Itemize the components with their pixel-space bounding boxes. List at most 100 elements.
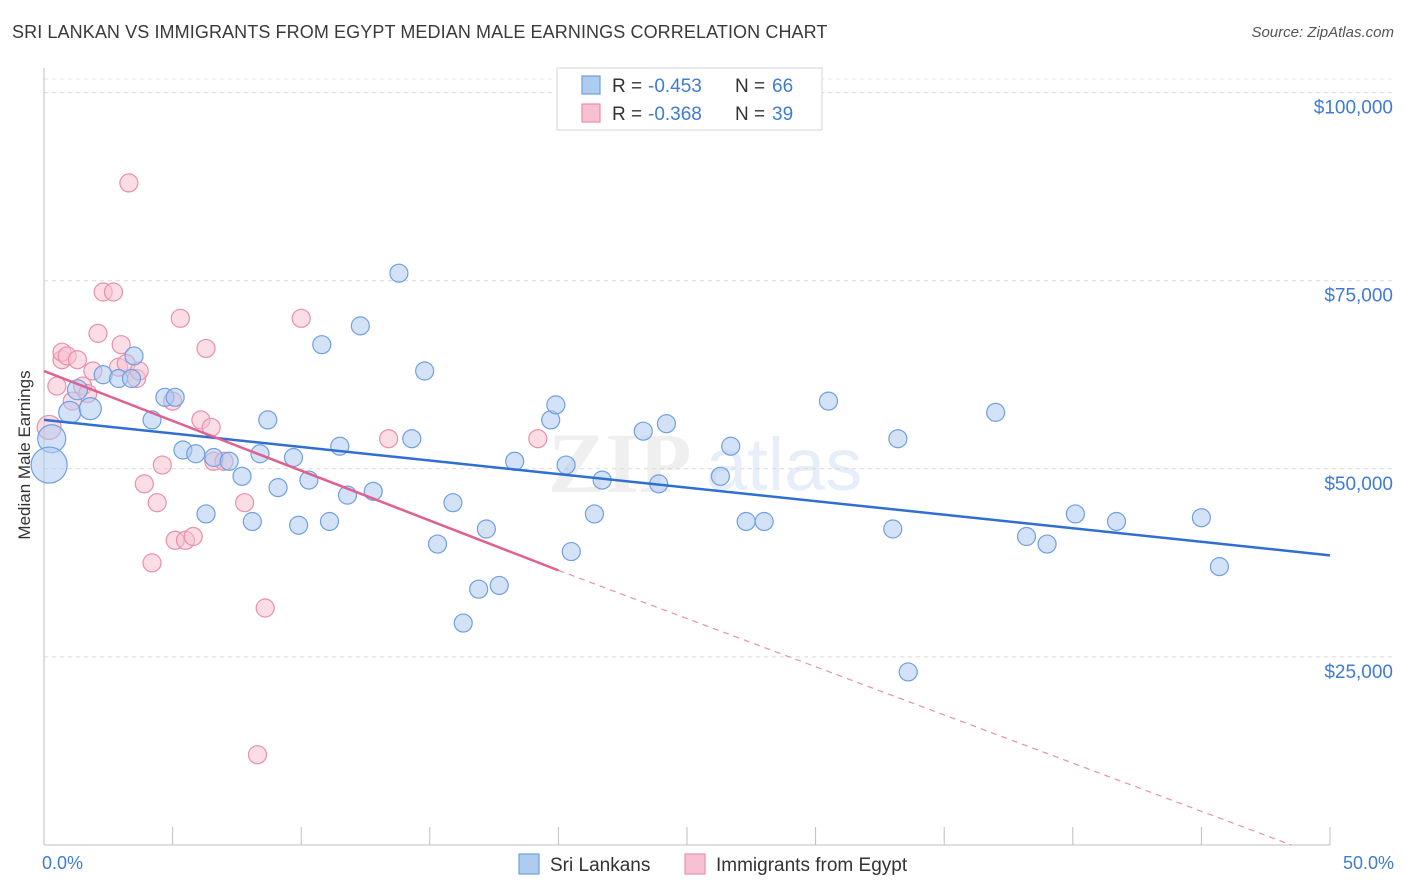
sri-lankan-point-17 [232,466,252,486]
sri-lankan-point-42 [546,395,566,415]
bottom-legend-swatch-sri-lankans [518,853,540,875]
sri-lankan-point-26 [319,511,340,532]
sri-lankan-point-36 [453,613,473,633]
y-tick-label-0: $100,000 [1314,98,1393,119]
sri-lankan-point-4 [78,397,102,421]
egypt-point-12 [103,282,124,302]
stats-legend: R = -0.453 N = 66 R = -0.368 N = 39 [556,67,823,131]
legend-r-label-1: R = [612,76,642,97]
egypt-point-21 [147,493,167,513]
legend-n-label-2: N = [735,104,765,125]
bottom-legend-sri-lankans: Sri Lankans [550,855,650,876]
egypt-trend-extension [558,569,1292,846]
y-tick-label-1: $75,000 [1324,286,1393,307]
egypt-point-6 [67,350,88,370]
sri-lankan-point-54 [818,391,839,411]
sri-lankan-point-60 [1037,534,1057,554]
sri-lankan-point-47 [633,421,653,441]
y-axis-label: Median Male Earnings [15,370,34,539]
egypt-point-27 [183,526,203,547]
sri-lankan-point-64 [1209,557,1230,577]
watermark-atlas: atlas [706,423,862,506]
sri-lankan-point-25 [312,335,332,355]
sri-lankan-point-43 [556,455,576,475]
x-tick-left: 0.0% [42,853,83,873]
sri-lankan-point-2 [58,400,82,424]
egypt-point-22 [152,455,172,475]
egypt-point-38 [528,429,548,449]
sri-lankan-point-1 [30,446,68,484]
sri-lankan-point-39 [489,575,509,596]
legend-n-value-2: 39 [772,104,793,125]
tick-labels: $100,000 $75,000 $50,000 $25,000 [1314,98,1393,683]
sri-lankan-point-22 [283,447,304,468]
sri-lankan-point-32 [402,429,422,449]
x-tick-right: 50.0% [1343,853,1394,873]
series-legend: Sri Lankans Immigrants from Egypt [518,853,908,876]
sri-lankan-point-14 [196,504,216,524]
egypt-point-10 [88,323,108,343]
sri-lankan-point-45 [584,504,605,524]
sri-lankan-point-59 [1016,526,1037,547]
legend-n-label-1: N = [735,76,765,97]
sri-lankan-point-56 [888,429,908,449]
legend-swatch-sri-lankans [581,75,601,95]
y-tick-label-3: $25,000 [1324,662,1393,683]
egypt-point-37 [379,429,399,449]
sri-lankan-point-13 [186,444,206,464]
sri-lankan-point-37 [469,579,489,599]
sri-lankan-point-49 [656,414,677,434]
sri-lankan-trend-line [43,418,1331,557]
sri-lankan-point-7 [121,368,142,389]
egypt-point-14 [111,335,131,355]
egypt-point-25 [170,308,190,328]
egypt-point-33 [235,493,255,513]
sri-lankan-point-35 [443,493,463,513]
sri-lankan-point-61 [1065,504,1085,524]
egypt-point-34 [247,745,268,765]
legend-swatch-egypt [581,103,601,123]
egypt-point-36 [291,308,311,328]
trend-lines [43,369,1331,846]
egypt-point-29 [196,338,216,359]
sri-lankan-point-58 [986,402,1006,422]
egypt-point-35 [255,598,275,618]
sri-lankan-point-55 [883,519,903,539]
sri-lankan-point-63 [1191,508,1212,528]
sri-lankan-point-34 [427,534,448,554]
sri-lankan-point-11 [165,387,185,407]
gridlines [44,78,1394,658]
sri-lankan-point-51 [721,436,741,456]
watermark: ZIP atlas [548,415,862,511]
chart-title: SRI LANKAN VS IMMIGRANTS FROM EGYPT MEDI… [12,22,828,42]
sri-lankan-point-57 [898,662,918,682]
sri-lankan-point-21 [268,478,288,498]
legend-n-value-1: 66 [772,76,793,97]
sri-lankan-point-29 [350,316,370,336]
egypt-trend-line [43,369,559,572]
sri-lankan-point-52 [736,511,756,532]
sri-lankan-point-44 [561,541,581,562]
sri-lankan-point-62 [1106,511,1127,532]
egypt-point-16 [119,173,139,193]
legend-r-value-2: -0.368 [648,104,702,125]
sri-lankan-point-23 [289,515,309,535]
bottom-legend-egypt: Immigrants from Egypt [716,855,908,876]
sri-lankan-point-50 [710,466,731,486]
egypt-point-20 [142,553,162,573]
sri-lankan-point-16 [219,451,239,471]
bottom-legend-swatch-egypt [684,853,706,875]
sri-lankan-point-8 [124,346,144,366]
legend-r-label-2: R = [612,104,642,125]
y-tick-label-2: $50,000 [1324,474,1393,495]
sri-lankan-point-20 [258,410,278,430]
source-label: Source: ZipAtlas.com [1251,24,1394,41]
sri-lankan-point-31 [389,263,409,283]
sri-lankan-point-38 [476,519,496,539]
sri-lankan-point-18 [242,511,262,532]
legend-r-value-1: -0.453 [648,76,702,97]
egypt-point-19 [134,474,154,494]
sri-lankan-point-33 [415,361,435,381]
sri-lankan-point-53 [754,511,774,532]
